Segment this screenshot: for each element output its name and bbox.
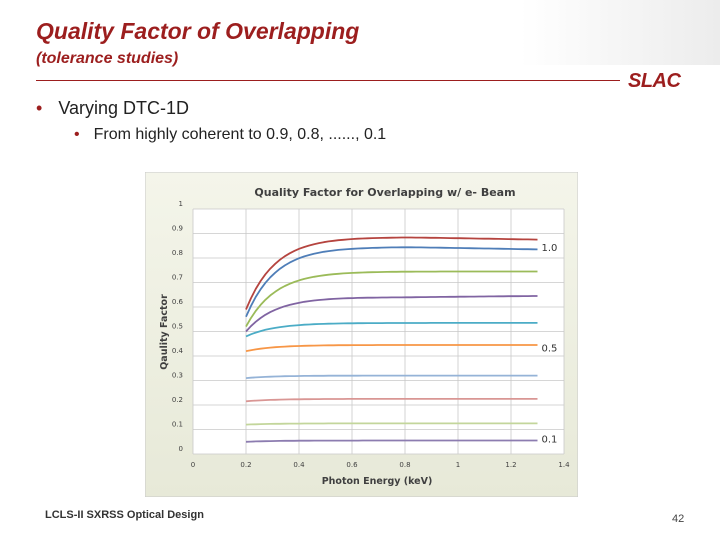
y-tick-label: 0.3 bbox=[172, 372, 183, 380]
series-line-0-9 bbox=[245, 246, 538, 318]
quality-factor-chart: 0 0.2 0.4 0.6 0.8 1 1.2 1.4 0 0.1 0.2 0.3 0.4 0.5 0.6 0… bbox=[144, 171, 579, 498]
series-line-0-8 bbox=[245, 270, 538, 328]
annotation-label: 0.1 bbox=[542, 434, 558, 445]
bullet-level2: • From highly coherent to 0.9, 0.8, .....… bbox=[74, 126, 386, 144]
annotation-label: 0.5 bbox=[542, 344, 558, 355]
bullet-level2-text: From highly coherent to 0.9, 0.8, ......… bbox=[93, 126, 387, 143]
x-tick-label: 0 bbox=[191, 461, 195, 469]
series-line-0-6 bbox=[245, 321, 538, 338]
slide-title: Quality Factor of Overlapping bbox=[36, 18, 360, 44]
bullet-level1: • Varying DTC-1D bbox=[36, 98, 189, 119]
series-line-0-2 bbox=[245, 422, 538, 426]
x-tick-label: 1 bbox=[456, 461, 460, 469]
x-tick-label: 0.2 bbox=[240, 461, 251, 469]
series-line-0-3 bbox=[245, 397, 538, 403]
y-tick-label: 0.8 bbox=[172, 249, 183, 257]
page-number: 42 bbox=[672, 513, 685, 525]
annotation-box bbox=[539, 240, 562, 255]
annotation-box bbox=[539, 431, 562, 446]
y-tick-label: 0.2 bbox=[172, 396, 183, 404]
y-tick-label: 1 bbox=[179, 200, 183, 208]
y-tick-label: 0.9 bbox=[172, 225, 183, 233]
series-line-0-5 bbox=[245, 344, 538, 352]
x-tick-label: 0.8 bbox=[399, 461, 410, 469]
y-tick-label: 0 bbox=[179, 445, 183, 453]
x-tick-label: 0.4 bbox=[293, 461, 305, 469]
annotation-label: 1.0 bbox=[542, 243, 558, 254]
chart-title: Quality Factor for Overlapping w/ e- Bea… bbox=[254, 186, 515, 199]
series-line-0-4 bbox=[245, 374, 538, 379]
series-line-1-0 bbox=[245, 236, 538, 310]
annotation-box bbox=[539, 340, 562, 355]
slide-subtitle: (tolerance studies) bbox=[36, 50, 179, 67]
chart-svg: 0 0.2 0.4 0.6 0.8 1 1.2 1.4 0 0.1 0.2 0.3 0.4 0.5 0.6 0… bbox=[144, 171, 579, 498]
header-shade bbox=[520, 0, 720, 65]
bullet-marker: • bbox=[74, 126, 80, 143]
y-axis-label: Qaulity Factor bbox=[159, 294, 170, 370]
series-line-0-7 bbox=[245, 295, 538, 333]
slac-logo: SLAC bbox=[628, 70, 681, 92]
y-tick-label: 0.1 bbox=[172, 421, 183, 429]
title-divider bbox=[36, 80, 620, 81]
x-tick-label: 1.4 bbox=[558, 461, 570, 469]
y-tick-label: 0.5 bbox=[172, 323, 183, 331]
y-tick-label: 0.4 bbox=[172, 347, 184, 355]
series-line-0-1 bbox=[245, 439, 538, 443]
footer-left-text: LCLS-II SXRSS Optical Design bbox=[45, 509, 204, 521]
x-tick-label: 1.2 bbox=[505, 461, 516, 469]
y-tick-label: 0.7 bbox=[172, 274, 183, 282]
x-tick-label: 0.6 bbox=[346, 461, 358, 469]
x-axis-label: Photon Energy (keV) bbox=[322, 476, 433, 487]
bullet-level1-text: Varying DTC-1D bbox=[58, 98, 190, 118]
bullet-marker: • bbox=[36, 98, 43, 118]
y-tick-label: 0.6 bbox=[172, 298, 184, 306]
